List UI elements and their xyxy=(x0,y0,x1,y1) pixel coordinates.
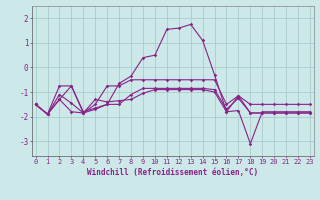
X-axis label: Windchill (Refroidissement éolien,°C): Windchill (Refroidissement éolien,°C) xyxy=(87,168,258,177)
